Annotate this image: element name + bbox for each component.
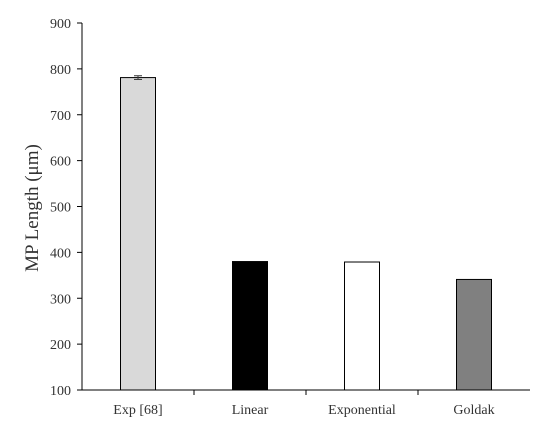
bar-exponential xyxy=(344,261,380,391)
x-tick-label: Linear xyxy=(232,403,269,418)
y-axis-title: MP Length (μm) xyxy=(22,144,43,272)
y-tick-label: 100 xyxy=(50,384,71,399)
x-tick-label: Exponential xyxy=(328,403,396,418)
y-tick-label: 200 xyxy=(50,338,71,353)
bar-exp-68 xyxy=(120,77,156,391)
error-bars-group xyxy=(134,75,142,80)
y-tick-label: 300 xyxy=(50,292,71,307)
y-tick-label: 500 xyxy=(50,201,71,216)
y-tick-label: 600 xyxy=(50,155,71,170)
y-tick-label: 400 xyxy=(50,246,71,261)
y-tick-label: 900 xyxy=(50,17,71,32)
x-tick-label: Goldak xyxy=(453,403,494,418)
y-ticks-group: 100 200 300 400 500 600 700 800 900 xyxy=(50,17,82,399)
y-tick-label: 800 xyxy=(50,63,71,78)
bars-group xyxy=(120,77,492,391)
bar-goldak xyxy=(456,278,492,391)
y-tick-label: 700 xyxy=(50,109,71,124)
bar-linear xyxy=(232,261,268,391)
x-tick-label: Exp [68] xyxy=(113,403,162,418)
x-ticks-group: Exp [68] Linear Exponential Goldak xyxy=(113,390,495,418)
